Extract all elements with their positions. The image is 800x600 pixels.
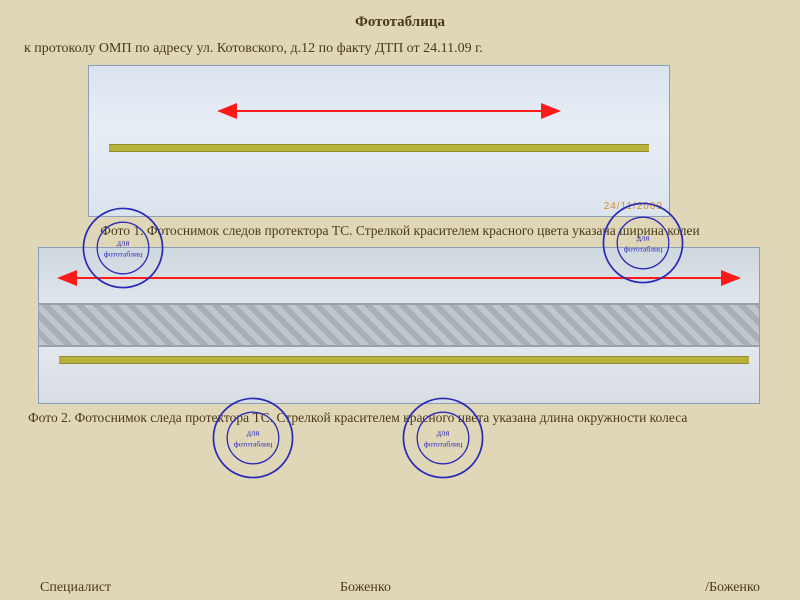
signature-name2: /Боженко: [705, 580, 760, 596]
stamp-3: для фототаблиц: [210, 395, 296, 481]
svg-text:для: для: [437, 427, 450, 437]
photo2-caption: Фото 2. Фотоснимок следа протектора ТС. …: [18, 410, 782, 426]
svg-text:фототаблиц: фототаблиц: [234, 440, 273, 449]
svg-text:фототаблиц: фототаблиц: [424, 440, 463, 449]
document-page: Фототаблица к протоколу ОМП по адресу ул…: [0, 0, 800, 600]
photo1-caption: Фото 1. Фотоснимок следов протектора ТС.…: [18, 223, 782, 239]
photo1-wrap: 24/11/2009: [18, 65, 782, 217]
stamp-4: для фототаблиц: [400, 395, 486, 481]
photo2-wrap: [18, 247, 782, 404]
page-subtitle: к протоколу ОМП по адресу ул. Котовского…: [24, 41, 782, 57]
photo2: [38, 247, 760, 404]
page-title: Фототаблица: [18, 14, 782, 31]
photo1-arrow: [89, 66, 669, 216]
photo1-datestamp: 24/11/2009: [604, 201, 663, 212]
signature-name: Боженко: [340, 580, 391, 596]
photo1: 24/11/2009: [88, 65, 670, 217]
signature-role: Специалист: [40, 580, 111, 596]
photo2-arrow: [39, 248, 759, 403]
svg-text:для: для: [247, 427, 260, 437]
